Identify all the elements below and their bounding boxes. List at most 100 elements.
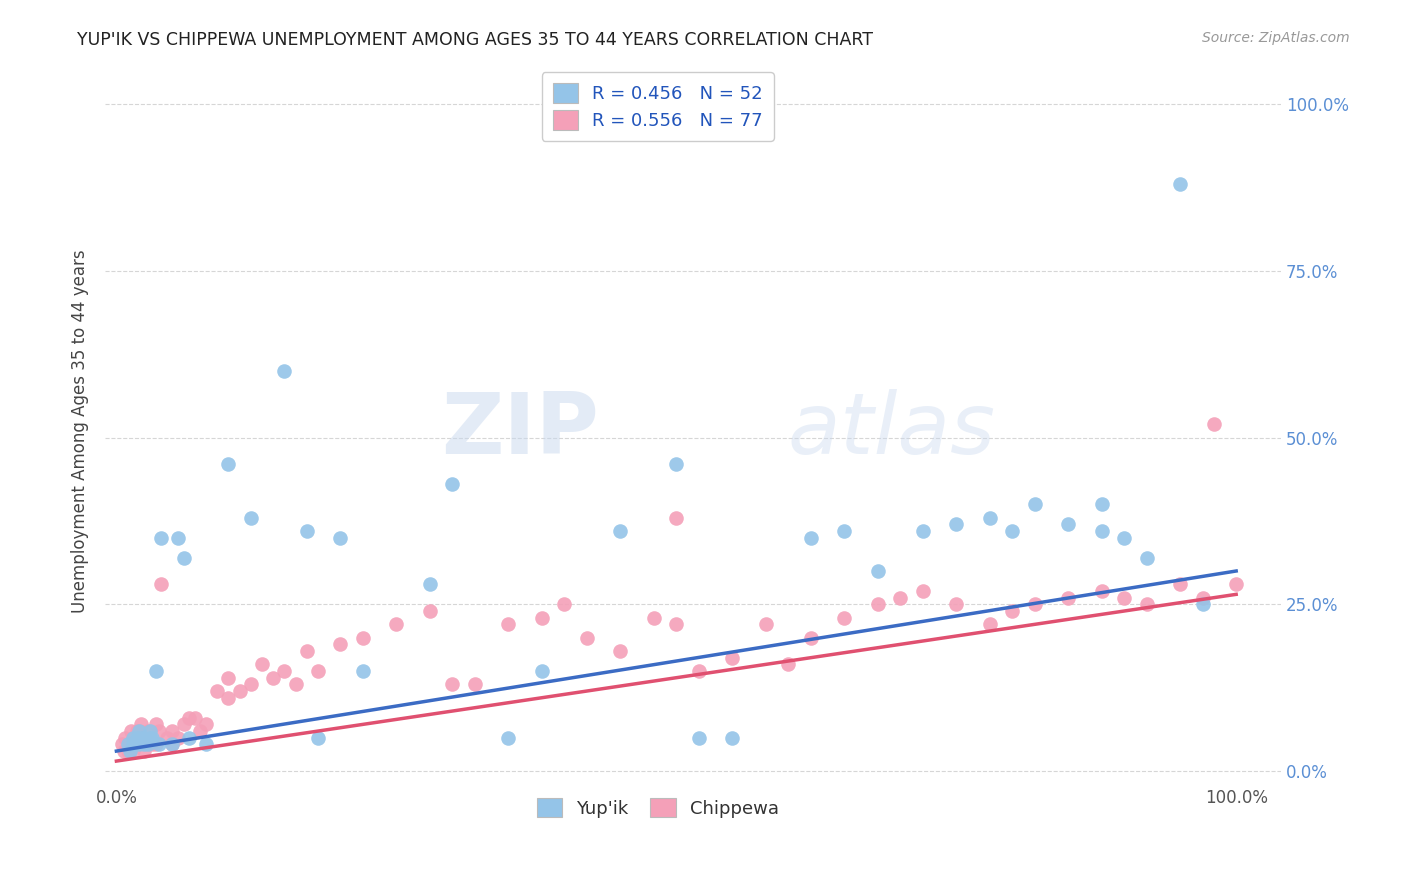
Point: [167, 531, 190, 545]
Point: [228, 684, 250, 698]
Point: [1135, 550, 1157, 565]
Point: [721, 650, 744, 665]
Point: [239, 677, 262, 691]
Point: [441, 477, 464, 491]
Point: [419, 577, 441, 591]
Point: [498, 731, 520, 745]
Point: [419, 604, 441, 618]
Point: [1114, 591, 1136, 605]
Point: [195, 738, 218, 752]
Point: [643, 610, 665, 624]
Point: [156, 731, 179, 745]
Text: YUP'IK VS CHIPPEWA UNEMPLOYMENT AMONG AGES 35 TO 44 YEARS CORRELATION CHART: YUP'IK VS CHIPPEWA UNEMPLOYMENT AMONG AG…: [77, 31, 873, 49]
Point: [134, 744, 156, 758]
Point: [464, 677, 486, 691]
Point: [179, 711, 201, 725]
Point: [162, 724, 184, 739]
Point: [307, 731, 329, 745]
Point: [150, 577, 173, 591]
Point: [128, 724, 150, 739]
Point: [112, 744, 135, 758]
Point: [329, 637, 352, 651]
Point: [1024, 497, 1046, 511]
Point: [530, 610, 553, 624]
Point: [553, 598, 575, 612]
Text: Source: ZipAtlas.com: Source: ZipAtlas.com: [1202, 31, 1350, 45]
Point: [162, 738, 184, 752]
Point: [609, 644, 631, 658]
Point: [184, 711, 207, 725]
Point: [307, 664, 329, 678]
Point: [190, 724, 212, 739]
Point: [125, 731, 148, 745]
Point: [329, 531, 352, 545]
Point: [1001, 524, 1024, 538]
Point: [1135, 598, 1157, 612]
Point: [217, 671, 239, 685]
Legend: Yup'ik, Chippewa: Yup'ik, Chippewa: [530, 790, 786, 825]
Point: [273, 664, 295, 678]
Point: [129, 731, 152, 745]
Point: [352, 631, 374, 645]
Point: [250, 657, 273, 672]
Point: [122, 738, 145, 752]
Point: [205, 684, 228, 698]
Point: [145, 717, 167, 731]
Point: [117, 738, 139, 752]
Point: [173, 550, 195, 565]
Point: [118, 744, 141, 758]
Point: [129, 717, 152, 731]
Point: [352, 664, 374, 678]
Point: [1057, 517, 1080, 532]
Point: [128, 738, 150, 752]
Point: [800, 531, 823, 545]
Point: [148, 724, 170, 739]
Y-axis label: Unemployment Among Ages 35 to 44 years: Unemployment Among Ages 35 to 44 years: [72, 249, 89, 613]
Point: [665, 510, 688, 524]
Point: [295, 524, 318, 538]
Point: [911, 524, 934, 538]
Point: [832, 610, 855, 624]
Point: [273, 364, 295, 378]
Point: [688, 731, 710, 745]
Point: [385, 617, 408, 632]
Text: atlas: atlas: [787, 390, 995, 473]
Point: [498, 617, 520, 632]
Point: [122, 731, 145, 745]
Point: [141, 731, 163, 745]
Point: [262, 671, 284, 685]
Point: [1057, 591, 1080, 605]
Point: [136, 738, 159, 752]
Point: [1225, 577, 1247, 591]
Point: [217, 690, 239, 705]
Point: [1024, 598, 1046, 612]
Point: [217, 457, 239, 471]
Point: [129, 731, 152, 745]
Point: [134, 731, 156, 745]
Point: [139, 731, 162, 745]
Point: [1191, 591, 1213, 605]
Point: [866, 564, 889, 578]
Point: [118, 738, 141, 752]
Point: [530, 664, 553, 678]
Point: [134, 731, 156, 745]
Point: [665, 617, 688, 632]
Point: [866, 598, 889, 612]
Point: [239, 510, 262, 524]
Point: [139, 724, 162, 739]
Point: [832, 524, 855, 538]
Point: [665, 457, 688, 471]
Point: [139, 731, 162, 745]
Point: [173, 717, 195, 731]
Point: [945, 517, 967, 532]
Point: [755, 617, 778, 632]
Point: [162, 738, 184, 752]
Point: [688, 664, 710, 678]
Point: [284, 677, 307, 691]
Point: [195, 717, 218, 731]
Point: [117, 744, 139, 758]
Point: [945, 598, 967, 612]
Point: [167, 731, 190, 745]
Point: [134, 738, 156, 752]
Point: [1202, 417, 1225, 432]
